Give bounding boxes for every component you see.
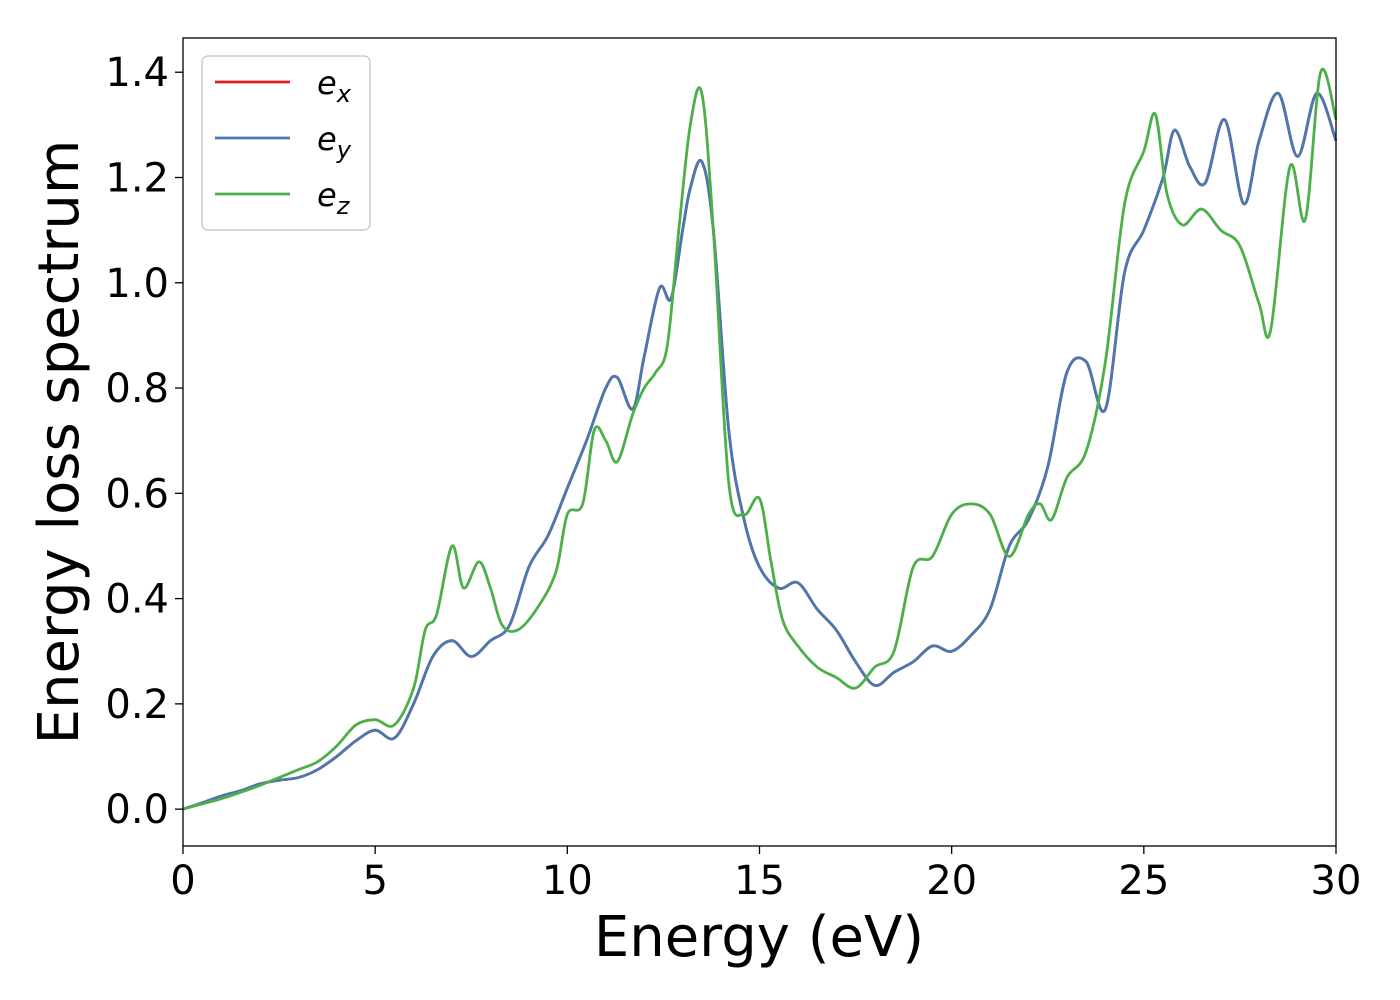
series-line-ez <box>182 67 1338 811</box>
series-line-ey <box>182 91 1338 811</box>
legend-label-ey: ey <box>317 120 352 164</box>
y-tick-label: 0.8 <box>105 366 169 412</box>
y-tick-label: 0.0 <box>105 787 169 833</box>
x-tick-label: 25 <box>1118 858 1169 904</box>
series-layer <box>182 67 1338 811</box>
y-tick-label: 0.2 <box>105 682 169 728</box>
y-axis: 0.0 0.2 0.4 0.6 0.8 1.0 1.2 1.4 <box>105 50 183 833</box>
x-tick-label: 20 <box>926 858 977 904</box>
y-axis-title: Energy loss spectrum <box>27 140 92 745</box>
x-axis: 0 5 10 15 20 25 30 <box>170 846 1361 904</box>
plot-area <box>183 38 1336 846</box>
x-axis-title: Energy (eV) <box>594 905 924 970</box>
x-tick-label: 10 <box>542 858 593 904</box>
x-tick-label: 5 <box>362 858 387 904</box>
x-tick-label: 0 <box>170 858 195 904</box>
y-tick-label: 0.4 <box>105 577 169 623</box>
y-tick-label: 1.0 <box>105 261 169 307</box>
x-tick-label: 15 <box>734 858 785 904</box>
y-tick-label: 1.2 <box>105 155 169 201</box>
legend-box <box>201 55 371 231</box>
y-tick-label: 0.6 <box>105 471 169 517</box>
x-tick-label: 30 <box>1311 858 1362 904</box>
y-tick-label: 1.4 <box>105 50 169 96</box>
